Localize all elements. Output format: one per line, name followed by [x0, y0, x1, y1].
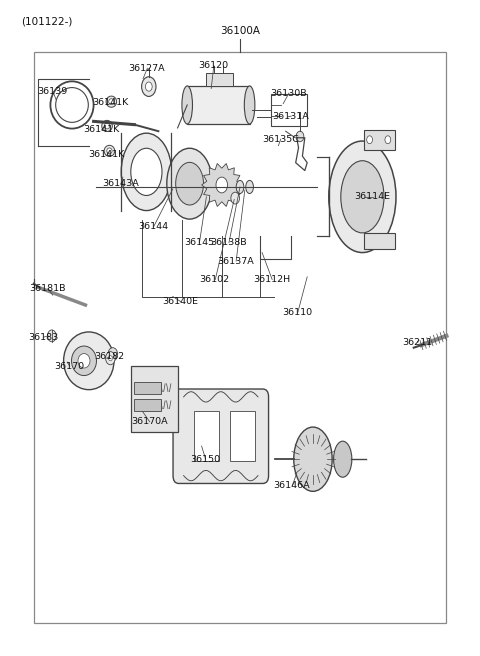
Ellipse shape [105, 123, 109, 129]
Bar [187, 86, 250, 124]
Text: 36182: 36182 [94, 352, 124, 361]
Ellipse shape [63, 332, 114, 390]
Text: 36127A: 36127A [129, 64, 165, 73]
Bar [271, 94, 307, 126]
Text: 36114E: 36114E [354, 192, 390, 201]
FancyBboxPatch shape [173, 389, 269, 483]
Text: 36143A: 36143A [102, 179, 139, 188]
Ellipse shape [236, 180, 244, 194]
Circle shape [296, 131, 304, 142]
Polygon shape [202, 163, 242, 207]
Text: 36211: 36211 [402, 338, 432, 347]
Text: 36110: 36110 [282, 308, 312, 317]
Circle shape [385, 136, 391, 144]
Bar [206, 73, 233, 86]
Text: 36170A: 36170A [131, 417, 168, 426]
Text: 36141K: 36141K [93, 98, 129, 108]
Ellipse shape [78, 354, 90, 368]
Ellipse shape [106, 96, 117, 108]
Ellipse shape [104, 145, 115, 157]
Ellipse shape [72, 346, 96, 375]
Circle shape [367, 136, 372, 144]
Text: 36139: 36139 [37, 87, 68, 96]
Circle shape [142, 77, 156, 96]
Bar [34, 52, 446, 623]
Ellipse shape [121, 133, 172, 211]
Text: 36141K: 36141K [88, 150, 124, 159]
Ellipse shape [329, 141, 396, 253]
Bar [364, 130, 395, 150]
Text: 36144: 36144 [138, 222, 168, 231]
Text: 36100A: 36100A [220, 26, 260, 36]
Text: 36135C: 36135C [262, 134, 299, 144]
Bar [364, 233, 395, 249]
Text: (101122-): (101122-) [22, 16, 73, 26]
Text: 36137A: 36137A [217, 256, 254, 266]
Circle shape [108, 356, 112, 361]
Circle shape [106, 352, 115, 365]
Ellipse shape [167, 148, 213, 219]
Text: 36181B: 36181B [29, 284, 66, 293]
Ellipse shape [246, 180, 253, 194]
Text: 36183: 36183 [28, 333, 58, 342]
Ellipse shape [244, 86, 255, 124]
Ellipse shape [294, 427, 332, 491]
Text: 36146A: 36146A [274, 481, 310, 490]
Text: 36131A: 36131A [273, 112, 310, 121]
Text: 36150: 36150 [190, 455, 220, 464]
Text: 36170: 36170 [54, 361, 84, 371]
Text: 36140E: 36140E [162, 297, 198, 306]
Bar [131, 366, 178, 432]
Ellipse shape [341, 161, 384, 233]
Ellipse shape [107, 148, 112, 154]
Circle shape [145, 82, 152, 91]
Ellipse shape [102, 120, 112, 131]
Text: 36120: 36120 [198, 61, 228, 70]
Bar [230, 411, 255, 461]
Circle shape [48, 330, 56, 342]
Ellipse shape [108, 99, 114, 105]
Circle shape [231, 192, 240, 204]
Ellipse shape [182, 86, 192, 124]
Ellipse shape [131, 148, 162, 195]
Text: 36138B: 36138B [210, 238, 247, 247]
Bar [194, 411, 219, 461]
Circle shape [216, 177, 228, 193]
Circle shape [108, 348, 118, 361]
Text: 36141K: 36141K [83, 125, 120, 134]
Text: 36112H: 36112H [253, 275, 290, 284]
Text: 36145: 36145 [184, 238, 214, 247]
Bar [134, 399, 161, 411]
Bar [134, 382, 161, 394]
Text: 36102: 36102 [200, 275, 230, 284]
Ellipse shape [176, 162, 204, 205]
Text: 36130B: 36130B [270, 89, 307, 98]
Ellipse shape [334, 441, 352, 478]
